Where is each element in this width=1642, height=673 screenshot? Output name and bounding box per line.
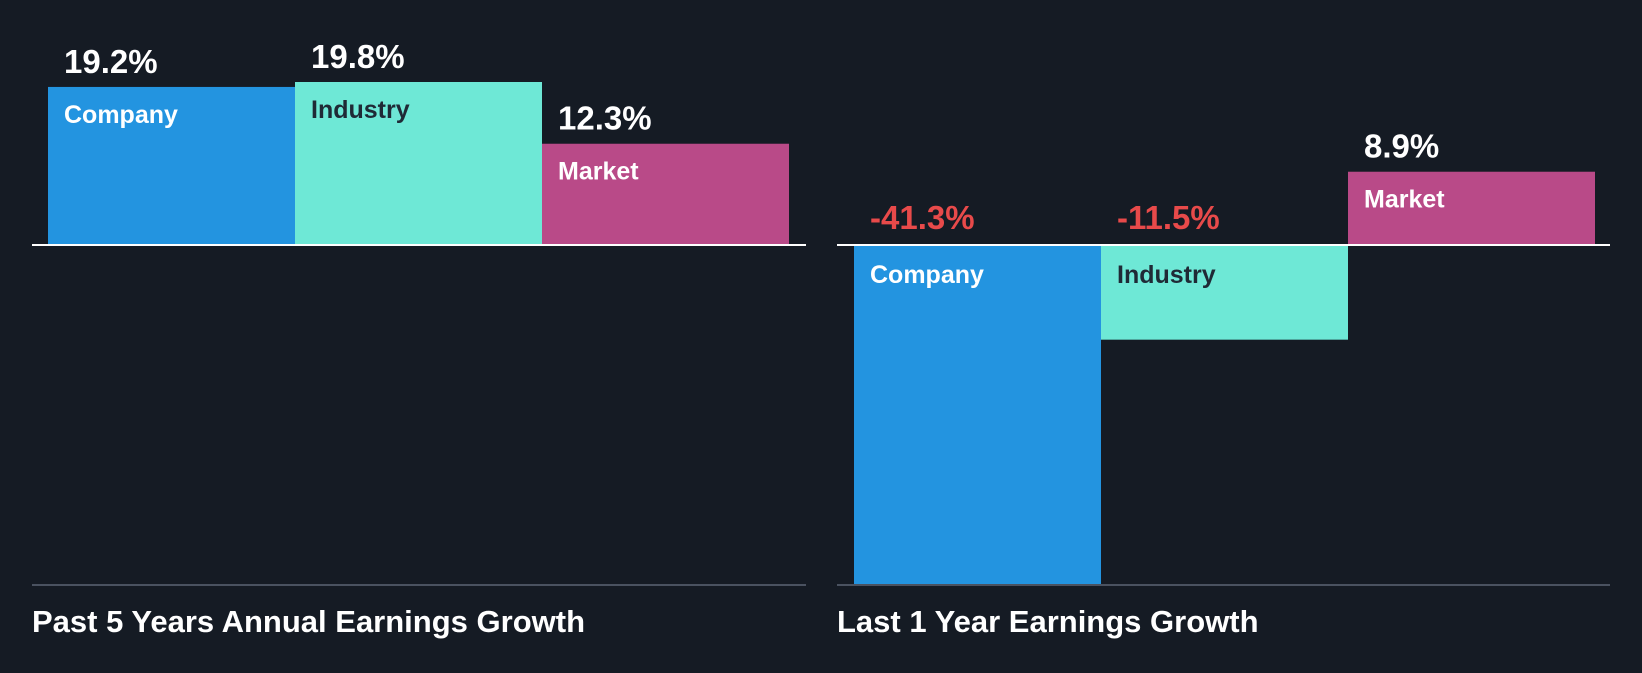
- value-label-industry-last-1-year: -11.5%: [1117, 199, 1220, 236]
- value-label-market-past-5-years: 12.3%: [558, 100, 652, 137]
- bar-label-market-past-5-years: Market: [558, 158, 639, 186]
- bar-market-past-5-years: [542, 143, 789, 245]
- value-label-market-last-1-year: 8.9%: [1364, 128, 1439, 165]
- bar-label-industry-past-5-years: Industry: [311, 96, 410, 124]
- bar-label-industry-last-1-year: Industry: [1117, 261, 1216, 289]
- value-label-company-past-5-years: 19.2%: [64, 43, 158, 80]
- value-label-industry-past-5-years: 19.8%: [311, 38, 405, 75]
- bar-label-company-past-5-years: Company: [64, 101, 178, 129]
- bar-label-company-last-1-year: Company: [870, 261, 984, 289]
- bar-market-last-1-year: [1348, 171, 1595, 245]
- chart-title-last-1-year: Last 1 Year Earnings Growth: [837, 604, 1259, 639]
- bar-label-market-last-1-year: Market: [1364, 186, 1445, 214]
- bar-company-last-1-year: [854, 245, 1101, 585]
- chart-title-past-5-years: Past 5 Years Annual Earnings Growth: [32, 604, 586, 639]
- bar-industry-last-1-year: [1101, 245, 1348, 340]
- value-label-company-last-1-year: -41.3%: [870, 199, 975, 236]
- bar-industry-past-5-years: [295, 81, 542, 245]
- bar-company-past-5-years: [48, 86, 295, 245]
